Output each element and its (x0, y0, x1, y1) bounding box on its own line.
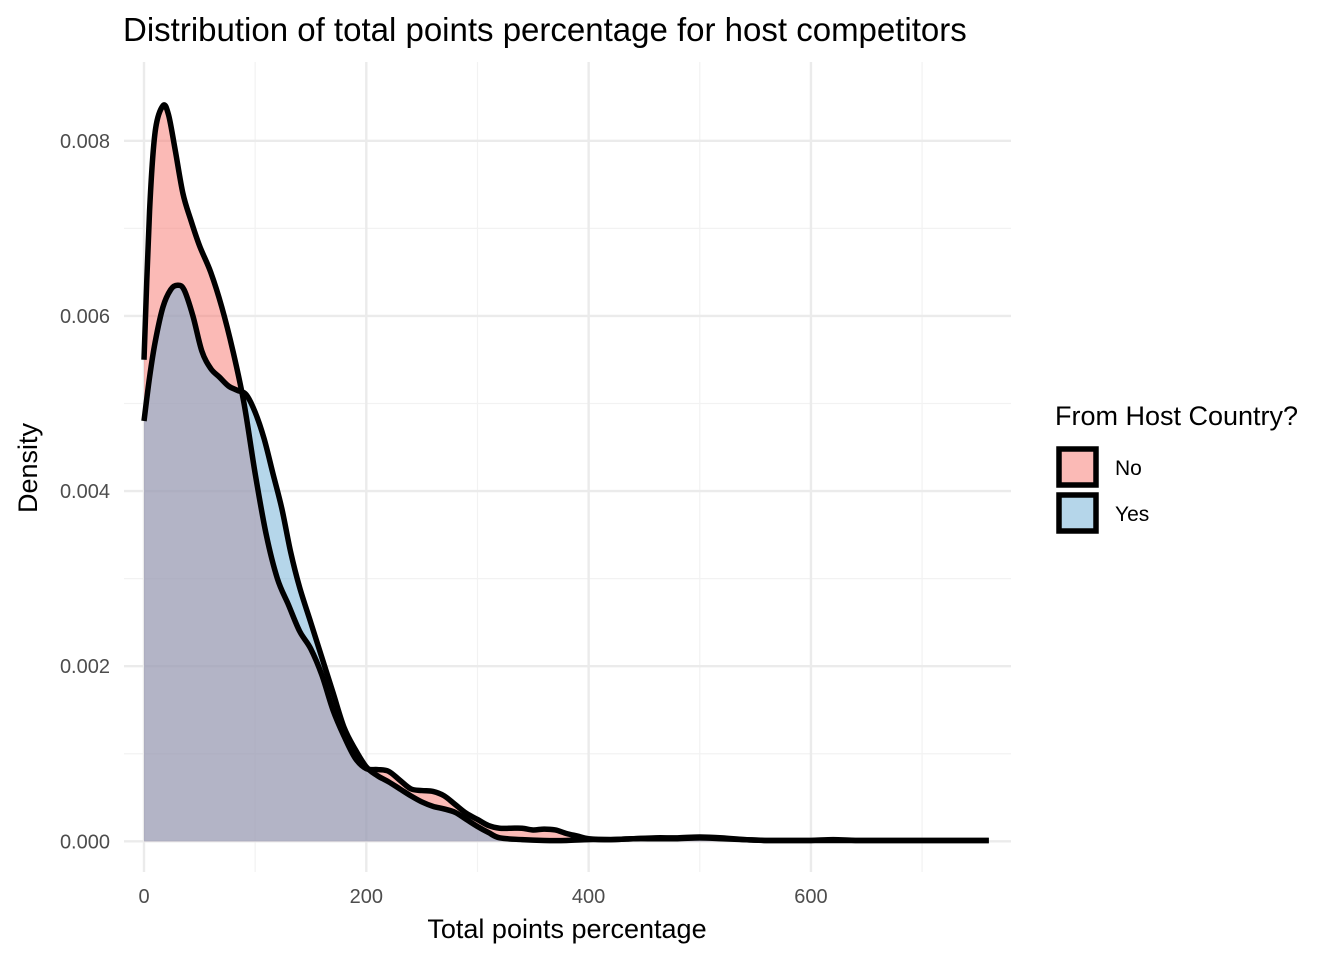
legend-key-swatch (1056, 492, 1099, 534)
y-tick-label: 0.008 (60, 131, 110, 153)
y-tick-label: 0.004 (60, 481, 110, 503)
chart-title: Distribution of total points percentage … (123, 11, 967, 48)
x-tick-label: 0 (138, 886, 149, 908)
x-tick-label: 600 (794, 886, 827, 908)
x-axis-ticks: 0 200 400 600 (138, 886, 827, 908)
legend-item-yes: Yes (1056, 492, 1149, 534)
density-line-yes (141, 282, 989, 844)
x-axis-title: Total points percentage (427, 914, 706, 944)
y-axis-ticks: 0.000 0.002 0.004 0.006 0.008 (60, 131, 110, 854)
y-axis-title: Density (13, 422, 43, 513)
legend: From Host Country? No Yes (1055, 401, 1298, 534)
x-tick-label: 400 (572, 886, 605, 908)
y-tick-label: 0.002 (60, 656, 110, 678)
legend-label: No (1115, 457, 1142, 480)
legend-items: No Yes (1056, 446, 1149, 534)
y-tick-label: 0.006 (60, 306, 110, 328)
legend-label: Yes (1115, 503, 1149, 526)
y-tick-label: 0.000 (60, 831, 110, 853)
density-area-yes (144, 285, 989, 842)
legend-item-no: No (1056, 446, 1142, 488)
x-tick-label: 200 (350, 886, 383, 908)
legend-key-swatch (1056, 446, 1099, 488)
density-lines (141, 102, 989, 844)
legend-title: From Host Country? (1055, 401, 1298, 431)
density-areas (144, 104, 989, 842)
